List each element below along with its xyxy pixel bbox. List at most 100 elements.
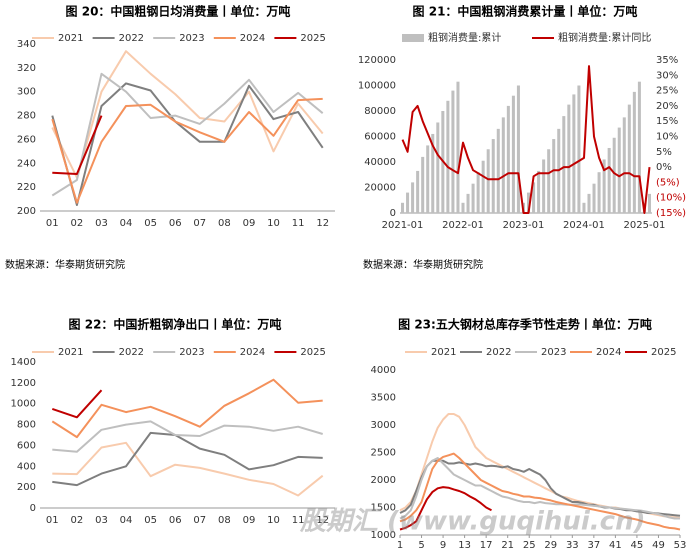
y-tick-label: 340	[17, 39, 36, 50]
bar	[617, 127, 621, 213]
y-tick-label: 1500	[371, 503, 396, 514]
series-line	[401, 65, 651, 214]
x-tick-label: 04	[120, 515, 133, 526]
y-tick-label: 80000	[364, 106, 396, 117]
x-tick-label: 2025-01	[624, 220, 666, 231]
chart-title: 图 22：中国折粗钢净出口丨单位：万吨	[69, 317, 282, 332]
x-tick-label: 01	[46, 515, 59, 526]
y-tick-label: 800	[17, 420, 36, 431]
source-note: 数据来源：华泰期货研究院	[363, 258, 483, 271]
x-tick-label: 21	[501, 540, 514, 551]
x-tick-label: 2024-01	[563, 220, 605, 231]
x-tick-label: 08	[218, 218, 231, 229]
x-tick-label: 09	[243, 218, 256, 229]
bar	[572, 94, 576, 213]
bar	[476, 172, 480, 213]
series-line	[51, 389, 103, 419]
series-line	[51, 378, 323, 439]
source-note: 数据来源：华泰期货研究院	[5, 258, 125, 271]
x-tick-label: 5	[418, 540, 424, 551]
legend-label: 2022	[119, 347, 144, 358]
legend-label: 2024	[596, 347, 621, 358]
y-tick-label: 3500	[371, 393, 396, 404]
x-tick-label: 06	[169, 515, 182, 526]
bar	[486, 149, 490, 213]
bar	[632, 91, 636, 213]
bar	[597, 172, 601, 213]
series-line	[51, 97, 323, 204]
y-tick-label: 1000	[11, 399, 36, 410]
y-tick-label: 0	[390, 208, 396, 219]
x-tick-label: 11	[292, 515, 305, 526]
x-tick-label: 37	[587, 540, 600, 551]
bar	[446, 100, 450, 213]
y-tick-label: 120000	[358, 55, 396, 66]
bar	[577, 85, 581, 213]
y-tick-label: 4000	[371, 365, 396, 376]
legend-label: 粗钢消费量:累计同比	[558, 31, 651, 44]
x-tick-label: 33	[566, 540, 579, 551]
series-line	[399, 457, 680, 520]
bar	[547, 149, 551, 213]
chart-title: 图 21：中国粗钢消费累计量丨单位：万吨	[413, 4, 638, 19]
x-tick-label: 29	[544, 540, 557, 551]
y-tick-label: 3000	[371, 420, 396, 431]
y-tick-label: 240	[17, 158, 36, 169]
bar	[582, 202, 586, 213]
x-tick-label: 05	[144, 515, 157, 526]
legend-label: 2021	[58, 33, 83, 44]
y-tick-label: 40000	[364, 157, 396, 168]
x-tick-label: 06	[169, 218, 182, 229]
y2-tick-label: 10%	[656, 132, 678, 143]
x-tick-label: 12	[316, 218, 329, 229]
legend-label: 2023	[179, 33, 204, 44]
bar	[416, 170, 420, 213]
y2-tick-label: 25%	[656, 86, 678, 97]
bar	[637, 81, 641, 213]
bar	[527, 192, 531, 213]
bar	[622, 117, 626, 213]
x-tick-label: 45	[631, 540, 644, 551]
x-tick-label: 02	[71, 218, 84, 229]
x-tick-label: 05	[144, 218, 157, 229]
x-tick-label: 2021-01	[382, 220, 424, 231]
bar	[602, 159, 606, 213]
watermark: 股期汇 (www.guqihui.cn)	[299, 507, 645, 537]
bar	[511, 95, 515, 213]
x-tick-label: 13	[458, 540, 471, 551]
y-tick-label: 1400	[11, 357, 36, 368]
x-tick-label: 10	[267, 218, 280, 229]
legend-label: 粗钢消费量:累计	[428, 31, 501, 44]
legend-label: 2021	[58, 347, 83, 358]
y-tick-label: 300	[17, 87, 36, 98]
bar	[647, 193, 651, 213]
y2-tick-label: 20%	[656, 101, 678, 112]
y-tick-label: 20000	[364, 183, 396, 194]
y-tick-label: 320	[17, 63, 36, 74]
x-tick-label: 03	[95, 218, 108, 229]
y-tick-label: 200	[17, 206, 36, 217]
y-tick-label: 280	[17, 111, 36, 122]
x-tick-label: 11	[292, 218, 305, 229]
legend-label: 2022	[486, 347, 511, 358]
bar	[426, 145, 430, 213]
series-line	[52, 115, 103, 175]
y2-tick-label: 35%	[656, 55, 678, 66]
legend-label: 2021	[431, 347, 456, 358]
y-tick-label: 0	[30, 503, 36, 514]
x-tick-label: 09	[243, 515, 256, 526]
bar	[411, 182, 415, 213]
bar	[501, 117, 505, 213]
y2-tick-label: 0%	[656, 162, 672, 173]
bar	[436, 122, 440, 213]
series-line	[52, 420, 323, 453]
bar	[451, 90, 455, 213]
y2-tick-label: 15%	[656, 116, 678, 127]
bar	[431, 133, 435, 213]
bar	[612, 137, 616, 213]
bar	[491, 139, 495, 213]
legend-swatch	[402, 34, 424, 42]
y-tick-label: 60000	[364, 132, 396, 143]
legend-label: 2025	[300, 33, 325, 44]
x-tick-label: 01	[46, 218, 59, 229]
